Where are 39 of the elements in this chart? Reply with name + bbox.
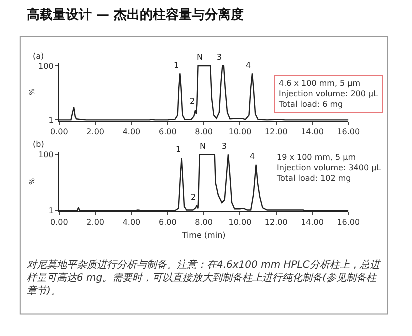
annotation: N — [200, 142, 206, 151]
x-tick-label: 16.00 — [337, 127, 360, 136]
x-tick-label: 16.00 — [337, 218, 360, 228]
y-tick-label: 1 — [48, 206, 54, 216]
chart-title: 高载量设计 — 杰出的柱容量与分离度 — [27, 7, 244, 23]
x-tick-label: 8.00 — [195, 218, 213, 228]
x-tick-label: 14.00 — [301, 127, 324, 136]
text: 对尼莫地平杂质进行分析与制备。注意：在4.6x100 mm HPLC分析柱上，总进样量可高达6 mg。需要时，可以直接放大到制备柱上进行纯化制备(参见制备柱章节)。 — [27, 259, 382, 297]
x-tick-label: 6.00 — [158, 218, 177, 228]
x-tick-label: 2.00 — [86, 218, 104, 228]
x-tick-label: 0.00 — [50, 218, 68, 228]
x-tick-label: 2.00 — [86, 127, 104, 136]
annotation: 19 x 100 mm, 5 µm Injection volume: 3400 µL Total load: 102 mg — [276, 153, 382, 183]
y-tick-label: 100 — [38, 150, 54, 160]
annotation: 4 — [246, 61, 252, 70]
annotation: 2 — [191, 193, 196, 202]
annotation: 3 — [222, 142, 228, 151]
annotation: N — [197, 53, 203, 62]
x-tick-label: 8.00 — [195, 127, 213, 136]
annotation: 1 — [176, 145, 182, 154]
x-tick-label: 4.00 — [122, 127, 141, 136]
x-tick-label: 4.00 — [122, 218, 141, 228]
x-axis-title: Time (min) — [181, 231, 226, 240]
x-tick-label: 10.00 — [228, 218, 252, 228]
x-tick-label: 14.00 — [301, 218, 324, 228]
annotation: 1 — [174, 61, 180, 70]
annotation: 4 — [250, 152, 256, 161]
x-tick-label: 12.00 — [264, 127, 288, 136]
x-tick-label: 12.00 — [264, 218, 288, 228]
annotation: 3 — [217, 53, 222, 62]
x-tick-label: 6.00 — [158, 127, 177, 136]
text: (a) — [33, 52, 44, 61]
x-tick-label: 10.00 — [228, 127, 252, 136]
annotation: 4.6 x 100 mm, 5 µm Injection volume: 200 µL Total load: 6 mg — [278, 79, 379, 109]
annotation: 2 — [190, 97, 196, 106]
x-tick-label: 0.00 — [50, 127, 68, 136]
y-tick-label: 1 — [48, 116, 54, 126]
text: (b) — [33, 140, 44, 149]
y-tick-label: 100 — [38, 62, 54, 71]
